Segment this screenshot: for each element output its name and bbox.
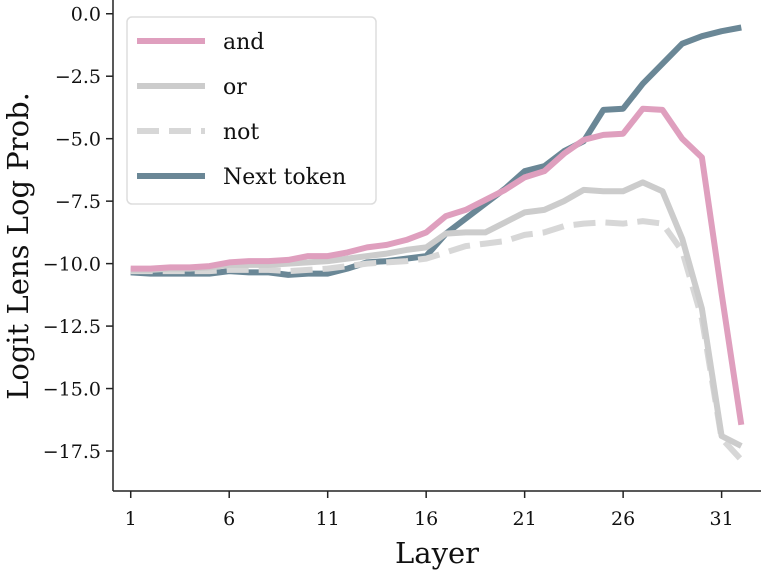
x-tick-label: 16 <box>414 508 438 530</box>
x-tick-label: 21 <box>513 508 537 530</box>
x-tick-label: 11 <box>316 508 340 530</box>
x-tick-label: 31 <box>710 508 734 530</box>
series-line-not <box>130 218 744 462</box>
y-tick-label: −2.5 <box>55 66 101 88</box>
y-tick-label: −5.0 <box>55 129 101 151</box>
y-tick-label: −15.0 <box>43 379 101 401</box>
legend-label-or: or <box>223 75 247 100</box>
y-axis-title: Logit Lens Log Prob. <box>1 92 35 400</box>
axes <box>112 0 761 492</box>
y-tick-label: −17.5 <box>43 441 101 463</box>
legend-label-next-token: Next token <box>223 165 346 190</box>
y-tick-label: 0.0 <box>71 4 101 26</box>
y-tick-label: −12.5 <box>43 316 101 338</box>
legend-label-not: not <box>223 120 259 145</box>
y-tick-label: −10.0 <box>43 254 101 276</box>
legend: and or not Next token <box>126 16 377 205</box>
legend-label-and: and <box>223 30 264 55</box>
legend-box <box>126 16 377 205</box>
x-tick-label: 6 <box>223 508 235 530</box>
x-axis-title: Layer <box>395 536 479 570</box>
x-tick-label: 26 <box>611 508 635 530</box>
series-layer <box>130 24 745 462</box>
ticks: 1 6 11 16 21 26 310.0−2.5−5.0−7.5−10.0−12.5−15… <box>43 4 734 530</box>
x-tick-label: 1 <box>125 508 137 530</box>
y-tick-label: −7.5 <box>55 191 101 213</box>
series-line-and <box>130 105 745 426</box>
